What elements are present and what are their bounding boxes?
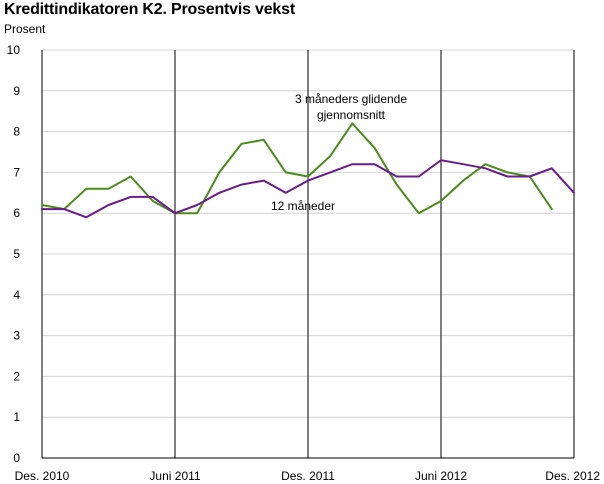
series-annotation-1: 12 måneder [271,199,335,213]
y-tick-label: 2 [13,369,20,383]
x-tick-label: Juni 2012 [415,469,467,483]
series-annotation-0: gjennomsnitt [317,108,386,122]
y-tick-label: 1 [13,410,20,424]
y-tick-label: 8 [13,125,20,139]
series-annotation-0: 3 måneders glidende [295,92,407,106]
chart-title: Kredittindikatoren K2. Prosentvis vekst [4,1,295,18]
series-lines [41,122,575,219]
x-tick-label: Des. 2011 [281,469,335,483]
x-tick-label: Juni 2011 [149,469,200,483]
x-tick-label: Des. 2012 [545,469,600,483]
y-tick-label: 0 [13,451,20,465]
y-tick-label: 9 [13,84,20,98]
y-tick-label: 7 [13,165,20,179]
series-line-1 [41,159,575,219]
x-tick-label: Des. 2010 [15,469,70,483]
axes [41,50,574,459]
series-line-0 [41,122,553,215]
y-tick-labels: 0 1 2 3 4 5 6 7 8 9 10 [7,43,21,465]
x-ticks: Des. 2010 Juni 2011 Des. 2011 Juni 2012 Des.… [15,50,600,483]
y-tick-label: 6 [13,206,20,220]
y-axis-label: Prosent [4,22,46,36]
y-tick-label: 5 [13,247,20,261]
series-annotations: 3 måneders glidende gjennomsnitt 12 månede… [271,92,407,213]
y-tick-label: 3 [13,329,20,343]
y-tick-label: 4 [13,288,20,302]
y-tick-label: 10 [7,43,21,57]
